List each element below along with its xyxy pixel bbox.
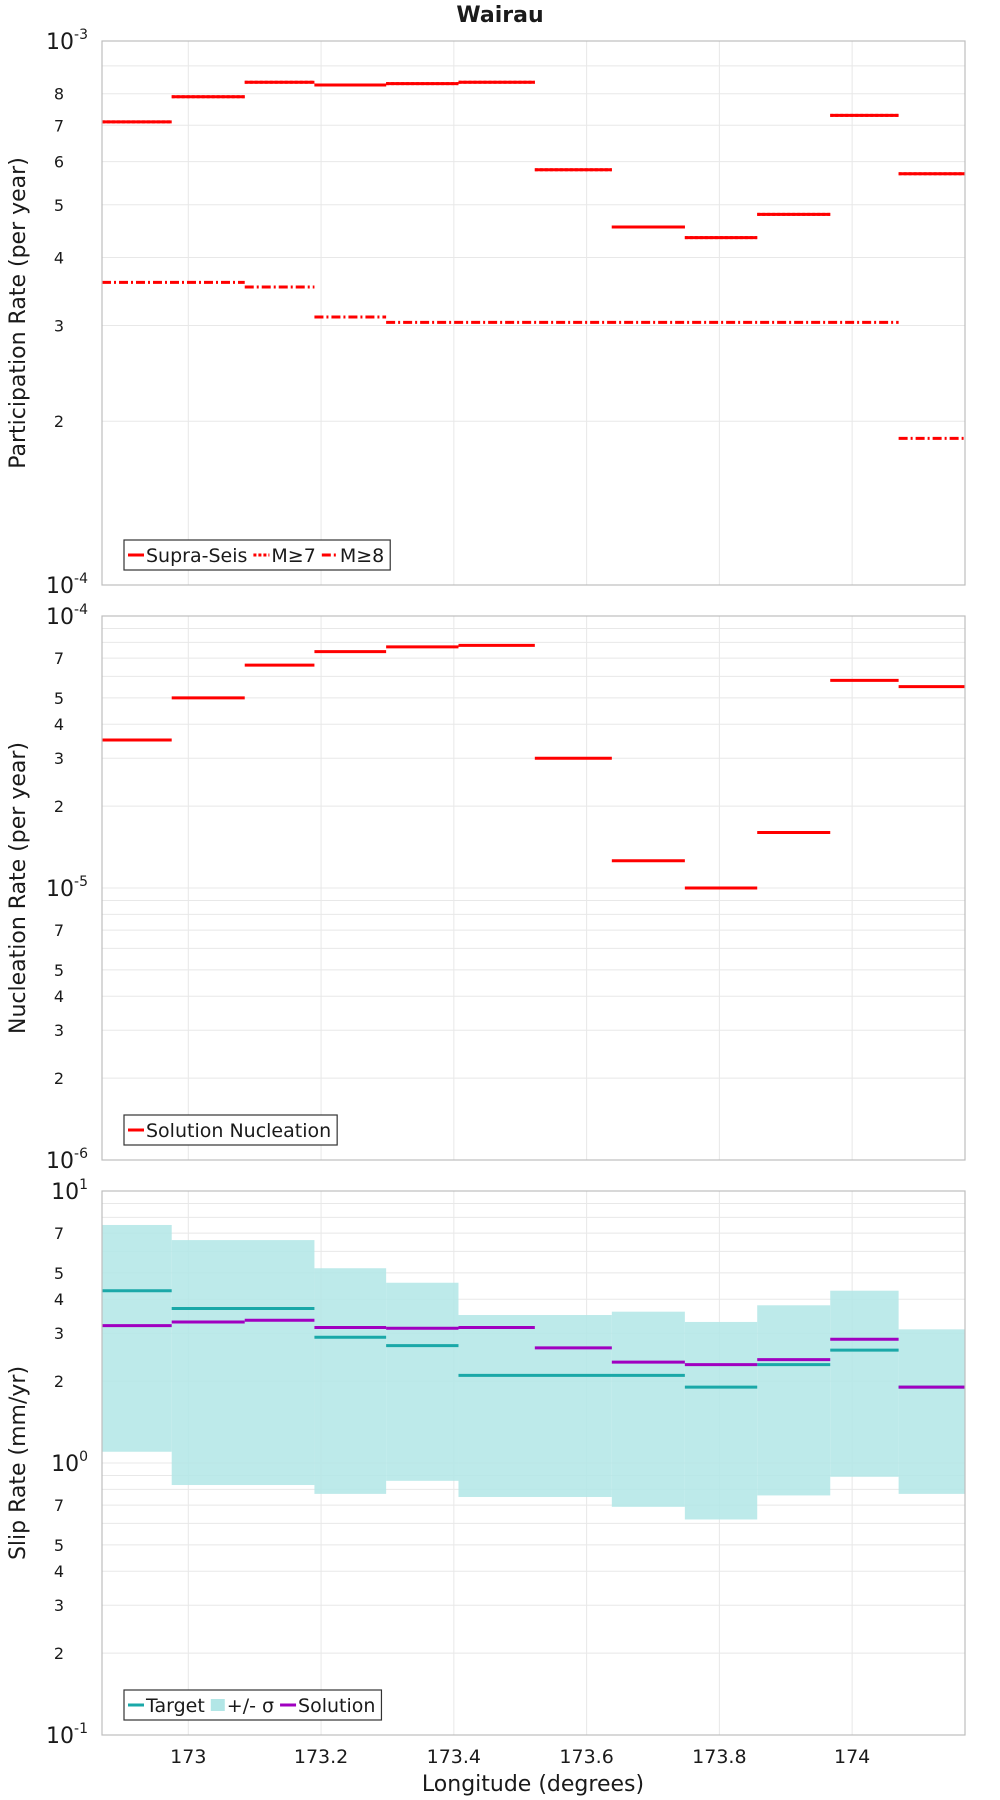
legend-box xyxy=(123,1114,338,1146)
y-minor-tick-label: 2 xyxy=(54,412,64,431)
y-minor-tick-label: 5 xyxy=(54,1536,64,1555)
sigma-band-segment xyxy=(684,1321,758,1520)
x-tick-label: 173.4 xyxy=(427,1746,481,1768)
legend-box xyxy=(123,1689,383,1721)
y-minor-tick-label: 5 xyxy=(54,961,64,980)
y-major-tick-label: 10-1 xyxy=(46,1721,88,1749)
y-minor-tick-label: 2 xyxy=(54,1644,64,1663)
y-minor-tick-label: 4 xyxy=(54,715,64,734)
y-major-tick-label: 100 xyxy=(51,1449,88,1477)
x-tick-label: 173 xyxy=(170,1746,206,1768)
y-major-tick-label: 10-4 xyxy=(46,602,88,630)
sigma-band-segment xyxy=(611,1311,685,1507)
y-major-tick-label: 10-5 xyxy=(46,874,88,902)
nucleation-rate-panel: 10-4 10-5 10-6 7 5 4 3 2 7 5 4 3 2 Solution Nucleatio… xyxy=(46,602,966,1174)
panel-0-frame xyxy=(101,40,966,586)
y-minor-tick-label: 2 xyxy=(54,797,64,816)
sigma-band-segment xyxy=(898,1329,965,1494)
y-major-tick-label: 10-3 xyxy=(46,27,88,55)
y-minor-tick-label: 2 xyxy=(54,1372,64,1391)
x-tick-label: 173.8 xyxy=(692,1746,746,1768)
y-minor-tick-label: 7 xyxy=(54,649,64,668)
sigma-band-segment xyxy=(830,1290,899,1477)
chart-title: Wairau xyxy=(456,3,543,28)
sigma-band-segment xyxy=(458,1315,612,1497)
x-tick-label: 173.6 xyxy=(559,1746,613,1768)
y-minor-tick-label: 7 xyxy=(54,921,64,940)
legend-label: M≥8 xyxy=(340,545,384,567)
panel-1-frame xyxy=(101,615,966,1161)
legend-label: Solution Nucleation xyxy=(146,1120,331,1142)
y-minor-tick-label: 5 xyxy=(54,1264,64,1283)
y-minor-tick-label: 2 xyxy=(54,1069,64,1088)
y-major-tick-label: 10-6 xyxy=(46,1146,88,1174)
y-minor-tick-label: 5 xyxy=(54,196,64,215)
y-minor-tick-label: 4 xyxy=(54,987,64,1006)
legend-label: Target xyxy=(145,1695,205,1717)
legend-label: Supra-Seis xyxy=(146,545,247,567)
y-minor-tick-label: 4 xyxy=(54,1290,64,1309)
x-axis-label: Longitude (degrees) xyxy=(422,1772,644,1797)
panel-0-legend: Supra-Seis M≥7 M≥8 xyxy=(123,539,391,571)
y-minor-tick-label: 4 xyxy=(54,1562,64,1581)
panel-1-legend: Solution Nucleation xyxy=(123,1114,338,1146)
sigma-band-segment xyxy=(314,1268,387,1494)
y-major-tick-label: 10-4 xyxy=(46,571,88,599)
y-minor-tick-label: 3 xyxy=(54,1021,64,1040)
panel-2-legend: Target +/- σ Solution xyxy=(123,1689,383,1721)
y-major-tick-label: 101 xyxy=(51,1177,88,1205)
y-minor-tick-label: 3 xyxy=(54,749,64,768)
legend-swatch-band xyxy=(210,1699,225,1711)
legend-box xyxy=(123,539,391,571)
y-minor-tick-label: 7 xyxy=(54,1496,64,1515)
participation-rate-panel: 10-3 10-4 8 7 6 5 4 3 2 Supra-Seis M≥7 M≥8 xyxy=(46,27,966,599)
panel-2-frame xyxy=(101,1190,966,1736)
y-minor-tick-label: 5 xyxy=(54,689,64,708)
y-minor-tick-label: 7 xyxy=(54,116,64,135)
y-minor-tick-label: 7 xyxy=(54,1224,64,1243)
sigma-band-segment xyxy=(102,1224,172,1452)
legend-label: +/- σ xyxy=(227,1695,274,1717)
panel-0-y-axis-label: Participation Rate (per year) xyxy=(6,157,31,469)
slip-rate-panel: 101 100 10-1 7 5 4 3 2 7 5 4 3 2 Target +/- σ Solution 1… xyxy=(46,1177,966,1768)
y-minor-tick-label: 3 xyxy=(54,1596,64,1615)
y-minor-tick-label: 3 xyxy=(54,1324,64,1343)
y-minor-tick-label: 4 xyxy=(54,248,64,267)
sigma-band-segment xyxy=(171,1240,315,1486)
legend-label: Solution xyxy=(298,1695,375,1717)
panel-1-y-axis-label: Nucleation Rate (per year) xyxy=(6,742,31,1034)
x-tick-label: 174 xyxy=(834,1746,870,1768)
sigma-band-segment xyxy=(757,1305,831,1496)
y-minor-tick-label: 3 xyxy=(54,316,64,335)
y-minor-tick-label: 6 xyxy=(54,153,64,172)
panel-2-y-axis-label: Slip Rate (mm/yr) xyxy=(6,1366,31,1560)
y-minor-tick-label: 8 xyxy=(54,85,64,104)
sigma-band-segment xyxy=(386,1282,459,1481)
x-tick-label: 173.2 xyxy=(294,1746,348,1768)
legend-label: M≥7 xyxy=(271,545,315,567)
